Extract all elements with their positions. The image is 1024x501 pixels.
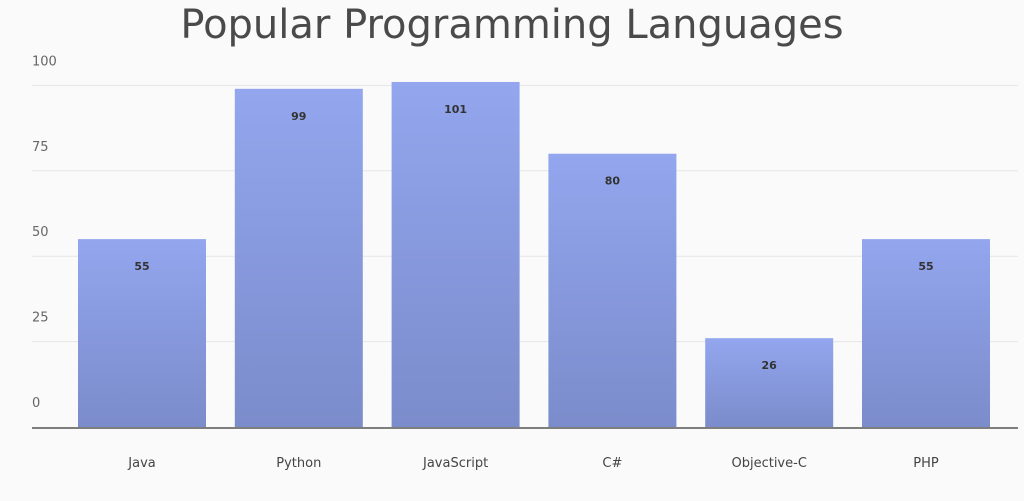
bar-java [78, 239, 206, 427]
data-label: 55 [134, 260, 149, 273]
y-tick-label: 50 [32, 225, 49, 240]
data-label: 99 [291, 110, 306, 123]
chart-title: Popular Programming Languages [180, 2, 844, 48]
y-tick-label: 0 [32, 396, 40, 411]
bar-c [548, 153, 677, 427]
data-label: 55 [918, 260, 933, 273]
data-label: 80 [605, 175, 621, 188]
x-tick-label: Python [276, 456, 321, 471]
data-label: 26 [762, 359, 778, 372]
bar-javascript [391, 81, 520, 427]
bar-php [862, 239, 990, 427]
x-tick-label: Java [127, 456, 155, 471]
y-tick-label: 75 [32, 140, 49, 155]
y-tick-label: 25 [32, 311, 49, 326]
x-tick-label: PHP [913, 456, 939, 471]
x-tick-label: Objective-C [731, 456, 806, 471]
x-tick-label: JavaScript [422, 456, 488, 471]
x-tick-label: C# [602, 456, 622, 471]
y-tick-label: 100 [32, 54, 57, 69]
bar-python [234, 88, 363, 427]
bar-objectivec [705, 338, 834, 427]
data-label: 101 [444, 103, 467, 116]
